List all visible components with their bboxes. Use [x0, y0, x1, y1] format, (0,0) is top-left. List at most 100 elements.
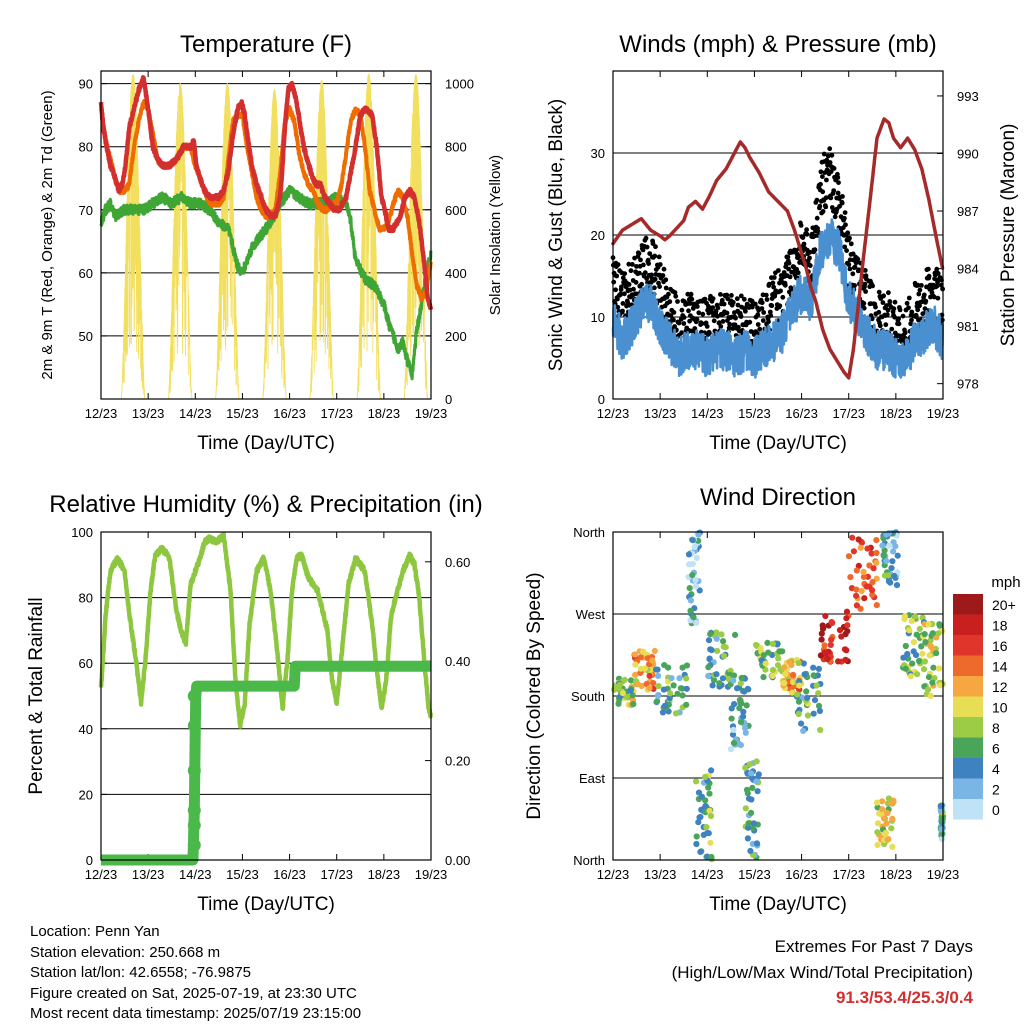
gust-point: [877, 323, 883, 329]
x-tick-label: 17/23: [320, 406, 353, 421]
gust-point: [727, 321, 732, 327]
direction-point: [720, 652, 728, 660]
direction-point: [651, 647, 658, 655]
direction-point: [781, 664, 788, 671]
direction-point: [883, 557, 890, 565]
direction-point: [853, 592, 860, 599]
gust-point: [622, 271, 628, 276]
direction-point: [874, 820, 882, 827]
direction-point: [708, 647, 715, 654]
gust-point: [611, 279, 617, 285]
gust-point: [660, 273, 666, 278]
gust-point: [679, 330, 684, 336]
direction-point: [824, 655, 831, 663]
gust-point: [847, 266, 853, 272]
direction-point: [841, 646, 849, 653]
y-tick-label: 10: [591, 310, 605, 325]
gust-point: [770, 280, 776, 286]
panel-wind-direction: Wind Direction 12/23 13/23 14/23 15/23 16/23 1…: [524, 484, 1021, 915]
direction-point: [810, 664, 817, 671]
gust-point: [626, 261, 632, 267]
gust-point: [652, 253, 658, 259]
direction-point: [869, 579, 876, 586]
gust-point: [657, 262, 663, 267]
direction-point: [713, 635, 720, 642]
gust-point: [637, 270, 642, 276]
direction-point: [795, 659, 802, 667]
gust-point: [807, 255, 812, 261]
direction-point: [668, 675, 675, 682]
gust-point: [760, 318, 766, 323]
direction-point: [705, 672, 712, 680]
gust-point: [842, 244, 848, 250]
gust-point: [771, 275, 777, 280]
direction-point: [649, 657, 656, 664]
direction-point: [737, 680, 744, 687]
gust-point: [909, 317, 914, 323]
gust-point: [671, 310, 677, 315]
gust-point: [613, 287, 618, 293]
colorbar-swatch: [953, 614, 983, 635]
direction-point: [876, 810, 883, 817]
direction-point: [790, 671, 797, 679]
panel-title: Relative Humidity (%) & Precipitation (i…: [49, 491, 482, 518]
y-tick-label: 20: [79, 787, 93, 802]
direction-point: [844, 628, 851, 635]
gust-point: [798, 223, 804, 228]
direction-point: [821, 642, 828, 649]
colorbar-label: 8: [992, 720, 1000, 736]
x-tick-label: 14/23: [691, 867, 724, 882]
y-tick-label: 60: [79, 266, 93, 281]
y-tick-label-right: 600: [445, 203, 467, 218]
speed-colorbar: mph 20+ 18 16 14 12 10 8 6 4 2 0: [953, 574, 1021, 820]
direction-point: [745, 820, 752, 827]
direction-point: [683, 662, 691, 669]
gust-point: [763, 292, 769, 298]
panel-title: Winds (mph) & Pressure (mb): [619, 31, 936, 58]
gust-point: [704, 324, 710, 329]
gust-point: [891, 306, 897, 312]
gust-point: [913, 312, 919, 318]
direction-point: [882, 831, 889, 838]
colorbar-swatch: [953, 696, 983, 717]
x-tick-label: 12/23: [85, 406, 118, 421]
direction-point: [730, 740, 738, 747]
gust-point: [644, 276, 650, 281]
gust-point: [861, 301, 867, 306]
direction-point: [707, 631, 714, 638]
gust-point: [633, 280, 639, 285]
x-tick-label: 19/23: [927, 867, 960, 882]
direction-point: [835, 658, 842, 665]
direction-point: [893, 582, 901, 589]
gust-point: [932, 276, 937, 282]
gust-point: [804, 227, 809, 233]
y-tick-label-right: 200: [445, 329, 467, 344]
panel-humidity: Relative Humidity (%) & Precipitation (i…: [26, 491, 483, 915]
gust-point: [814, 215, 820, 221]
direction-point: [683, 675, 690, 682]
gust-point: [724, 310, 730, 316]
y-tick-label: 100: [71, 525, 93, 540]
gust-point: [711, 318, 717, 324]
gust-point: [831, 188, 837, 194]
y-tick-label: 20: [591, 228, 605, 243]
gust-point: [836, 180, 841, 186]
gust-point: [702, 296, 708, 302]
panel-title: Wind Direction: [700, 484, 856, 511]
direction-point: [922, 639, 929, 646]
direction-point: [884, 836, 891, 843]
x-tick-label: 13/23: [132, 406, 165, 421]
panel-winds: Winds (mph) & Pressure (mb) 12/23 13/23 14/…: [546, 31, 1019, 454]
station-location: Location: Penn Yan: [30, 923, 160, 940]
direction-point: [729, 731, 737, 738]
gust-point: [652, 276, 658, 282]
gust-point: [718, 292, 723, 297]
gust-point: [653, 244, 658, 250]
direction-point: [748, 809, 755, 817]
direction-point: [720, 638, 727, 645]
gust-point: [630, 262, 635, 267]
gust-point: [666, 291, 671, 297]
direction-point: [885, 530, 893, 537]
y-axis-label: 2m & 9m T (Red, Orange) & 2m Td (Green): [39, 90, 56, 379]
direction-point: [818, 630, 825, 637]
